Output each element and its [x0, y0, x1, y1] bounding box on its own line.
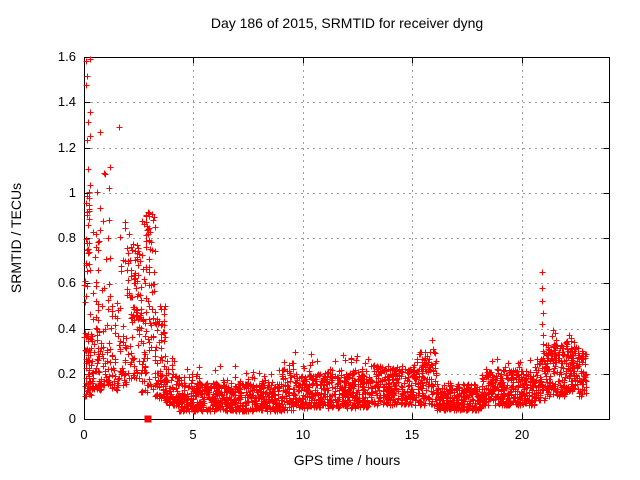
chart-title: Day 186 of 2015, SRMTID for receiver dyn… [210, 15, 484, 31]
scatter-series-points [81, 56, 590, 415]
plot-border [84, 57, 610, 420]
y-tick-label: 0.2 [57, 366, 76, 381]
x-tick-label: 15 [404, 427, 420, 442]
y-tick-label: 1 [68, 185, 76, 200]
x-tick-label: 5 [189, 427, 197, 442]
y-tick-label: 0.6 [57, 275, 76, 290]
y-tick-label: 0.8 [57, 230, 76, 245]
y-tick-label: 0 [68, 411, 76, 426]
x-tick-label: 10 [295, 427, 311, 442]
square-data-marker [144, 415, 152, 423]
x-axis-title: GPS time / hours [293, 452, 401, 468]
x-tick-label: 0 [80, 427, 88, 442]
gridlines [85, 58, 608, 418]
y-tick-label: 1.2 [57, 140, 76, 155]
x-tick-label: 20 [514, 427, 530, 442]
y-tick-label: 1.6 [57, 49, 76, 64]
y-tick-label: 1.4 [57, 94, 76, 109]
y-tick-label: 0.4 [57, 321, 76, 336]
